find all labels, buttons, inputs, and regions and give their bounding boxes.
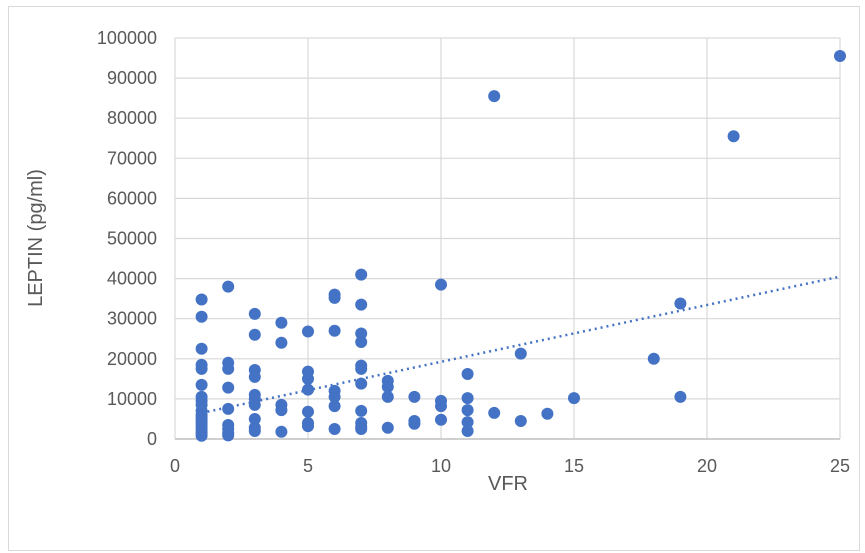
x-tick-label: 25: [830, 456, 850, 476]
data-point: [328, 324, 341, 337]
data-point: [461, 416, 474, 429]
data-point: [461, 424, 474, 437]
data-point: [355, 298, 368, 311]
data-point: [248, 412, 261, 425]
data-point: [381, 390, 394, 403]
data-point: [461, 404, 474, 417]
data-point: [248, 307, 261, 320]
data-point: [328, 400, 341, 413]
data-point: [647, 352, 660, 365]
data-point: [195, 310, 208, 323]
data-point: [222, 280, 235, 293]
data-point: [435, 278, 447, 291]
y-tick-label: 50000: [107, 229, 157, 249]
data-point: [195, 293, 208, 306]
x-tick-label: 0: [170, 456, 180, 476]
data-point: [355, 362, 368, 375]
data-point: [514, 414, 527, 427]
gridlines: [174, 37, 841, 439]
y-tick-label: 70000: [107, 148, 157, 168]
data-point: [248, 370, 261, 383]
y-tick-label: 30000: [107, 309, 157, 329]
data-point: [195, 362, 208, 375]
y-tick-label: 20000: [107, 349, 157, 369]
x-tick-label: 20: [697, 456, 717, 476]
data-point: [222, 362, 235, 375]
data-point: [408, 417, 421, 430]
data-point: [302, 325, 314, 338]
data-point: [248, 424, 261, 437]
data-point: [355, 377, 368, 390]
x-tick-labels: 0 5 10 15 20 25: [170, 456, 850, 476]
data-point: [328, 422, 341, 435]
x-axis-title: VFR: [488, 473, 528, 495]
y-tick-label: 100000: [97, 28, 157, 48]
data-point: [355, 327, 368, 340]
data-point: [674, 390, 687, 403]
data-point: [302, 420, 314, 433]
y-tick-label: 60000: [107, 188, 157, 208]
data-point: [355, 335, 368, 348]
data-point: [461, 368, 474, 381]
data-point: [248, 328, 261, 341]
data-point: [275, 316, 288, 329]
y-tick-label: 10000: [107, 389, 157, 409]
data-point: [222, 402, 235, 415]
data-point: [514, 347, 527, 360]
data-point: [222, 381, 235, 394]
data-point: [195, 342, 208, 355]
data-point: [435, 400, 447, 413]
data-point: [355, 422, 368, 435]
x-tick-label: 15: [564, 456, 584, 476]
data-point: [355, 268, 368, 281]
data-point: [488, 406, 501, 419]
data-point: [568, 392, 580, 405]
data-point: [302, 372, 314, 385]
data-point: [302, 383, 314, 396]
data-point: [381, 380, 394, 393]
data-point: [488, 90, 501, 103]
data-point: [328, 291, 341, 304]
y-tick-label: 40000: [107, 269, 157, 289]
data-point: [381, 421, 394, 434]
x-tick-label: 10: [431, 456, 451, 476]
data-point: [461, 392, 474, 405]
data-point: [355, 404, 368, 417]
y-axis-title: LEPTIN (pg/ml): [25, 169, 47, 307]
data-point: [222, 429, 235, 442]
data-point: [727, 130, 740, 143]
data-point: [541, 407, 554, 420]
data-point: [834, 50, 846, 63]
data-point: [195, 378, 208, 391]
trendline: [201, 275, 841, 415]
y-tick-label: 80000: [107, 108, 157, 128]
data-point: [435, 413, 447, 426]
y-tick-labels: 0 10000 20000 30000 40000 50000 60000 70000 8000…: [97, 28, 157, 449]
data-points: [195, 50, 846, 442]
data-point: [275, 425, 288, 438]
y-tick-label: 0: [147, 429, 157, 449]
data-point: [408, 390, 421, 403]
data-point: [275, 336, 288, 349]
data-point: [328, 390, 341, 403]
data-point: [195, 429, 208, 442]
y-tick-label: 90000: [107, 68, 157, 88]
data-point: [674, 297, 687, 310]
x-tick-label: 5: [303, 456, 313, 476]
data-point: [248, 398, 261, 411]
data-point: [275, 404, 288, 417]
data-point: [302, 405, 314, 418]
